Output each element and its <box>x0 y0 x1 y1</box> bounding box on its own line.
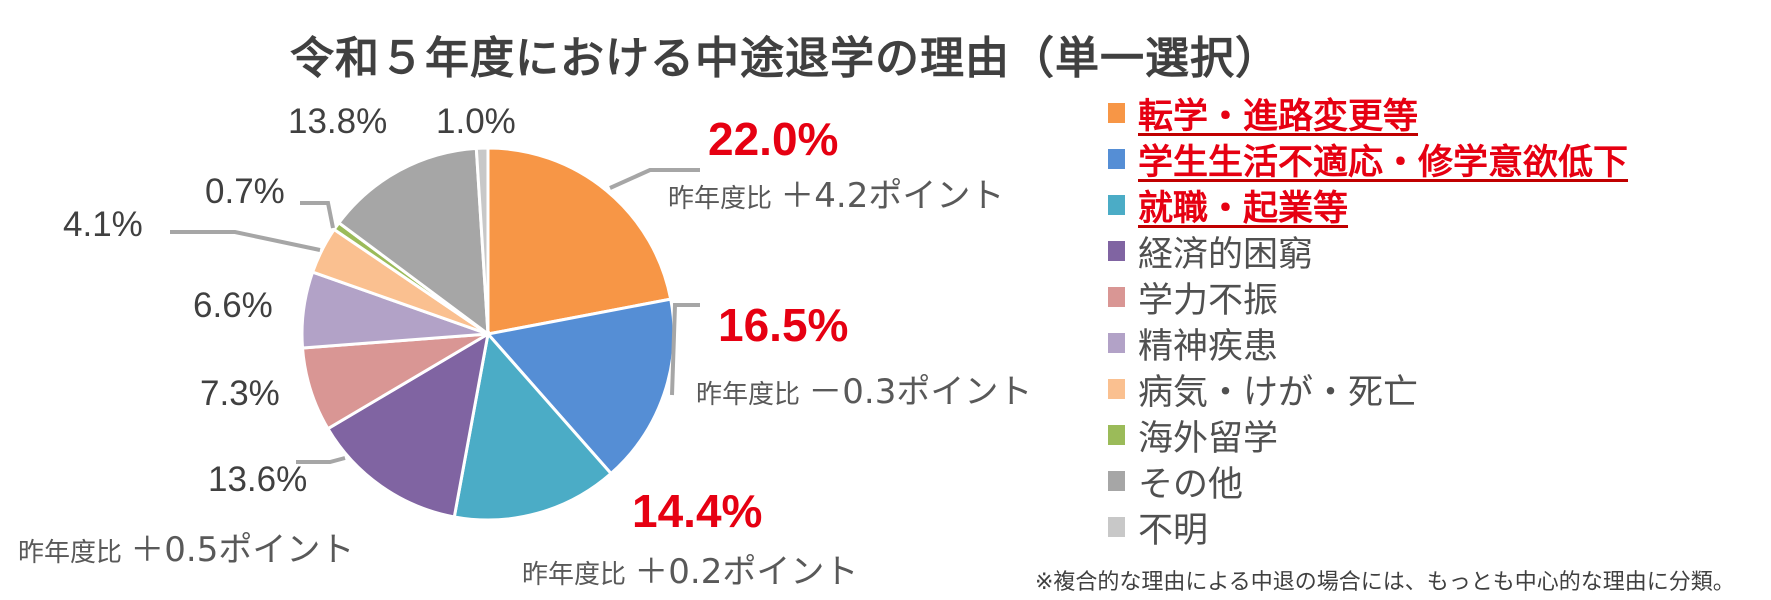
label-s3-delta: 昨年度比 ＋0.5ポイント <box>18 522 354 571</box>
label-s2-pct: 14.4% <box>632 485 763 537</box>
label-s7-pct: 0.7% <box>205 172 285 211</box>
legend-label: 精神疾患 <box>1138 326 1279 367</box>
label-s1-prefix: 昨年度比 <box>696 380 801 410</box>
label-s3-prefix: 昨年度比 <box>18 538 123 568</box>
legend-item: 経済的困窮 <box>1108 228 1628 275</box>
label-s3-change: ＋0.5ポイント <box>130 530 355 570</box>
chart-legend: 転学・進路変更等 学生生活不適応・修学意欲低下 就職・起業等 経済的困窮 学力不… <box>1108 90 1629 551</box>
legend-label: その他 <box>1138 464 1244 505</box>
legend-swatch <box>1108 241 1125 261</box>
pie-slice <box>452 330 614 522</box>
legend-item: 就職・起業等 <box>1108 182 1628 229</box>
label-s2-change: ＋0.2ポイント <box>634 552 859 592</box>
label-s8-pct: 13.8% <box>288 102 388 141</box>
legend-label: 就職・起業等 <box>1138 188 1349 229</box>
legend-swatch <box>1108 517 1125 537</box>
legend-swatch <box>1108 379 1125 399</box>
legend-label: 経済的困窮 <box>1138 234 1314 275</box>
footnote: ※複合的な理由による中退の場合には、もっとも中心的な理由に分類。 <box>1035 570 1735 595</box>
legend-swatch <box>1108 149 1125 169</box>
label-s2-prefix: 昨年度比 <box>522 560 627 590</box>
legend-label: 学力不振 <box>1138 280 1279 321</box>
label-s0-prefix: 昨年度比 <box>668 184 773 214</box>
legend-swatch <box>1108 425 1125 445</box>
legend-swatch <box>1108 333 1125 353</box>
label-s5-pct: 6.6% <box>193 286 273 325</box>
pie-slice <box>336 146 490 338</box>
label-s2-delta: 昨年度比 ＋0.2ポイント <box>522 544 858 593</box>
legend-label: 海外留学 <box>1138 418 1279 459</box>
label-s3-pct: 13.6% <box>208 460 308 499</box>
pie-slice <box>474 146 490 335</box>
legend-label: 不明 <box>1138 510 1209 551</box>
legend-item: 転学・進路変更等 <box>1108 90 1628 137</box>
legend-item: 海外留学 <box>1108 412 1628 459</box>
legend-swatch <box>1108 103 1125 123</box>
pie-slice <box>325 331 491 519</box>
legend-swatch <box>1108 287 1125 307</box>
label-s0-delta: 昨年度比 ＋4.2ポイント <box>668 168 1004 217</box>
legend-item: 不明 <box>1108 504 1628 551</box>
label-s0-pct: 22.0% <box>708 113 839 165</box>
legend-item: 精神疾患 <box>1108 320 1628 367</box>
chart-title: 令和５年度における中途退学の理由（単一選択） <box>290 33 1280 84</box>
legend-item: 病気・けが・死亡 <box>1108 366 1628 413</box>
legend-item: その他 <box>1108 458 1628 505</box>
label-s4-pct: 7.3% <box>200 374 280 413</box>
legend-item: 学力不振 <box>1108 274 1628 321</box>
label-s1-pct: 16.5% <box>718 299 849 351</box>
leader-lines <box>170 168 700 464</box>
label-s6-pct: 4.1% <box>63 205 143 244</box>
pie-slice <box>486 146 673 336</box>
label-s1-delta: 昨年度比 －0.3ポイント <box>696 364 1032 413</box>
legend-label: 病気・けが・死亡 <box>1138 372 1419 413</box>
legend-label: 学生生活不適応・修学意欲低下 <box>1138 142 1629 183</box>
legend-swatch <box>1108 471 1125 491</box>
legend-label: 転学・進路変更等 <box>1138 96 1419 137</box>
label-s1-change: －0.3ポイント <box>808 372 1033 412</box>
label-s0-change: ＋4.2ポイント <box>780 176 1005 216</box>
legend-item: 学生生活不適応・修学意欲低下 <box>1108 136 1629 183</box>
label-s9-pct: 1.0% <box>436 102 516 141</box>
legend-swatch <box>1108 195 1125 215</box>
